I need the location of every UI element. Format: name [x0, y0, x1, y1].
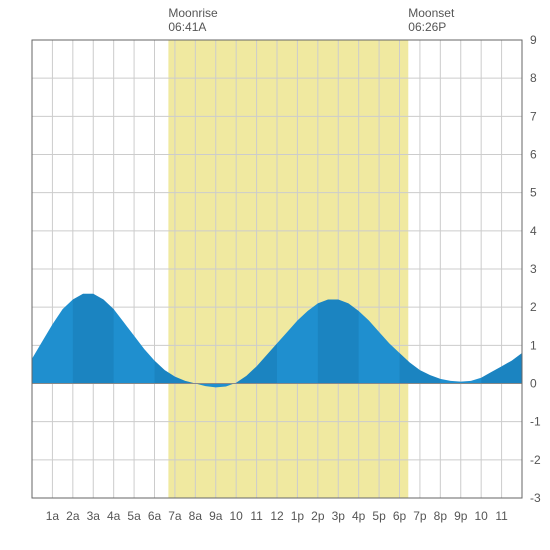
moonset-annotation: Moonset06:26P: [408, 6, 454, 35]
tide-chart: -3-2-101234567891a2a3a4a5a6a7a8a9a101112…: [0, 0, 550, 550]
moonset-label: Moonset: [408, 6, 454, 20]
x-tick-label: 3p: [332, 509, 346, 523]
x-tick-label: 7p: [413, 509, 427, 523]
x-tick-label: 8a: [189, 509, 203, 523]
y-tick-label: -1: [530, 415, 541, 429]
x-tick-label: 11: [495, 509, 508, 523]
y-tick-label: 5: [530, 186, 537, 200]
x-tick-label: 5p: [372, 509, 386, 523]
moonrise-label: Moonrise: [168, 6, 217, 20]
y-tick-label: 4: [530, 224, 537, 238]
x-tick-label: 8p: [434, 509, 448, 523]
y-tick-label: 7: [530, 109, 537, 123]
x-tick-label: 11: [250, 509, 263, 523]
y-tick-label: 2: [530, 300, 537, 314]
y-tick-label: 6: [530, 148, 537, 162]
x-tick-label: 4a: [107, 509, 121, 523]
y-tick-label: -2: [530, 453, 541, 467]
x-tick-label: 9a: [209, 509, 223, 523]
x-tick-label: 9p: [454, 509, 468, 523]
chart-svg: -3-2-101234567891a2a3a4a5a6a7a8a9a101112…: [0, 0, 550, 550]
moonrise-annotation: Moonrise06:41A: [168, 6, 217, 35]
y-tick-label: -3: [530, 491, 541, 505]
x-tick-label: 6p: [393, 509, 407, 523]
y-tick-label: 0: [530, 377, 537, 391]
y-tick-label: 1: [530, 338, 537, 352]
x-tick-label: 7a: [168, 509, 182, 523]
moonrise-time: 06:41A: [168, 20, 217, 34]
x-tick-label: 6a: [148, 509, 162, 523]
y-tick-label: 3: [530, 262, 537, 276]
moonset-time: 06:26P: [408, 20, 454, 34]
x-tick-label: 2a: [66, 509, 80, 523]
x-tick-label: 10: [229, 509, 243, 523]
y-tick-label: 9: [530, 33, 537, 47]
x-tick-label: 2p: [311, 509, 325, 523]
x-tick-label: 12: [270, 509, 284, 523]
x-tick-label: 4p: [352, 509, 366, 523]
x-tick-label: 3a: [87, 509, 101, 523]
x-tick-label: 1a: [46, 509, 60, 523]
x-tick-label: 10: [474, 509, 488, 523]
x-tick-label: 5a: [127, 509, 141, 523]
x-tick-label: 1p: [291, 509, 305, 523]
y-tick-label: 8: [530, 71, 537, 85]
